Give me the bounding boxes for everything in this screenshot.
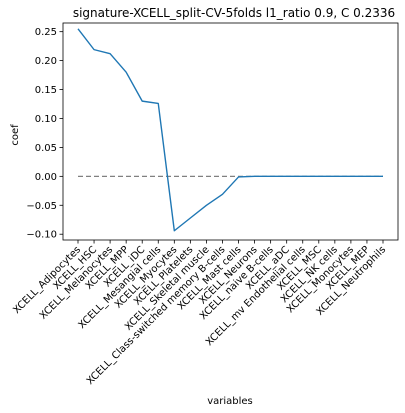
y-tick-label: 0.00 [35, 172, 57, 183]
plot-frame [62, 22, 399, 241]
y-tick-label: 0.10 [35, 114, 57, 125]
y-tick-label: −0.10 [26, 230, 57, 241]
chart-title: signature-XCELL_split-CV-5folds l1_ratio… [73, 6, 395, 20]
y-tick-label: 0.25 [35, 27, 57, 38]
y-tick-label: −0.05 [26, 201, 57, 212]
coef-series-line [77, 28, 383, 232]
y-tick-label: 0.15 [35, 85, 57, 96]
plot-area [77, 28, 383, 232]
y-tick-label: 0.05 [35, 143, 57, 154]
y-axis-label: coef [10, 124, 21, 146]
y-tick-label: 0.20 [35, 56, 57, 67]
x-axis-label: variables [207, 396, 253, 407]
